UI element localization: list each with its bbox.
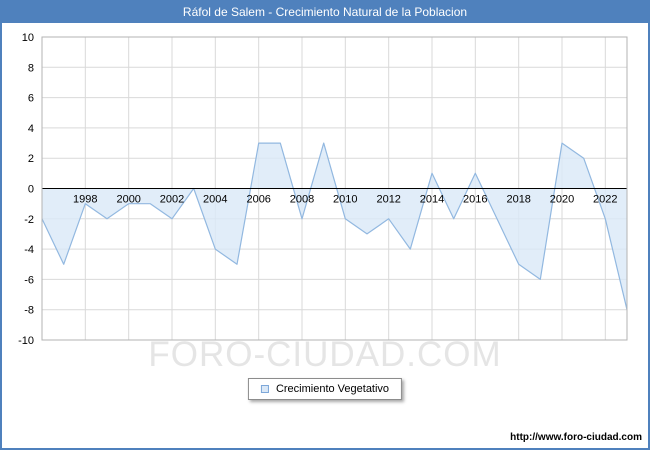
series-marker-icon: [260, 385, 269, 393]
y-tick-label: -6: [24, 274, 34, 286]
y-tick-label: 8: [28, 62, 34, 74]
watermark: FORO-CIUDAD.COM: [148, 335, 502, 374]
x-tick-label: 2022: [593, 194, 617, 206]
series-line: [41, 142, 628, 310]
x-tick-label: 2000: [116, 194, 140, 206]
x-tick-label: 2006: [246, 194, 270, 206]
x-tick-label: 2008: [290, 194, 314, 206]
x-tick-label: 2004: [203, 194, 227, 206]
plot-border: [41, 36, 628, 341]
y-tick-label: -2: [24, 214, 34, 226]
y-tick-label: 6: [28, 93, 34, 105]
x-tick-label: 2012: [376, 194, 400, 206]
x-tick-label: 2014: [420, 194, 444, 206]
x-tick-label: 2002: [160, 194, 184, 206]
y-tick-label: -10: [18, 335, 34, 347]
x-tick-label: 2010: [333, 194, 357, 206]
series-area: [42, 143, 627, 310]
x-tick-label: 2020: [550, 194, 574, 206]
x-tick-label: 2016: [463, 194, 487, 206]
x-tick-label: 2018: [506, 194, 530, 206]
chart-title-bar: Ráfol de Salem - Crecimiento Natural de …: [2, 2, 648, 23]
x-tick-label: 1998: [73, 194, 97, 206]
y-tick-label: 0: [28, 184, 34, 196]
y-tick-label: 10: [22, 32, 34, 44]
y-tick-label: 4: [28, 123, 34, 135]
legend: Crecimiento Vegetativo: [247, 378, 403, 400]
legend-label: Crecimiento Vegetativo: [275, 383, 390, 395]
y-tick-label: 2: [28, 153, 34, 165]
y-tick-label: -4: [24, 244, 34, 256]
footer-url[interactable]: http://www.foro-ciudad.com: [510, 432, 642, 443]
y-tick-label: -8: [24, 305, 34, 317]
chart-title: Ráfol de Salem - Crecimiento Natural de …: [182, 5, 468, 19]
